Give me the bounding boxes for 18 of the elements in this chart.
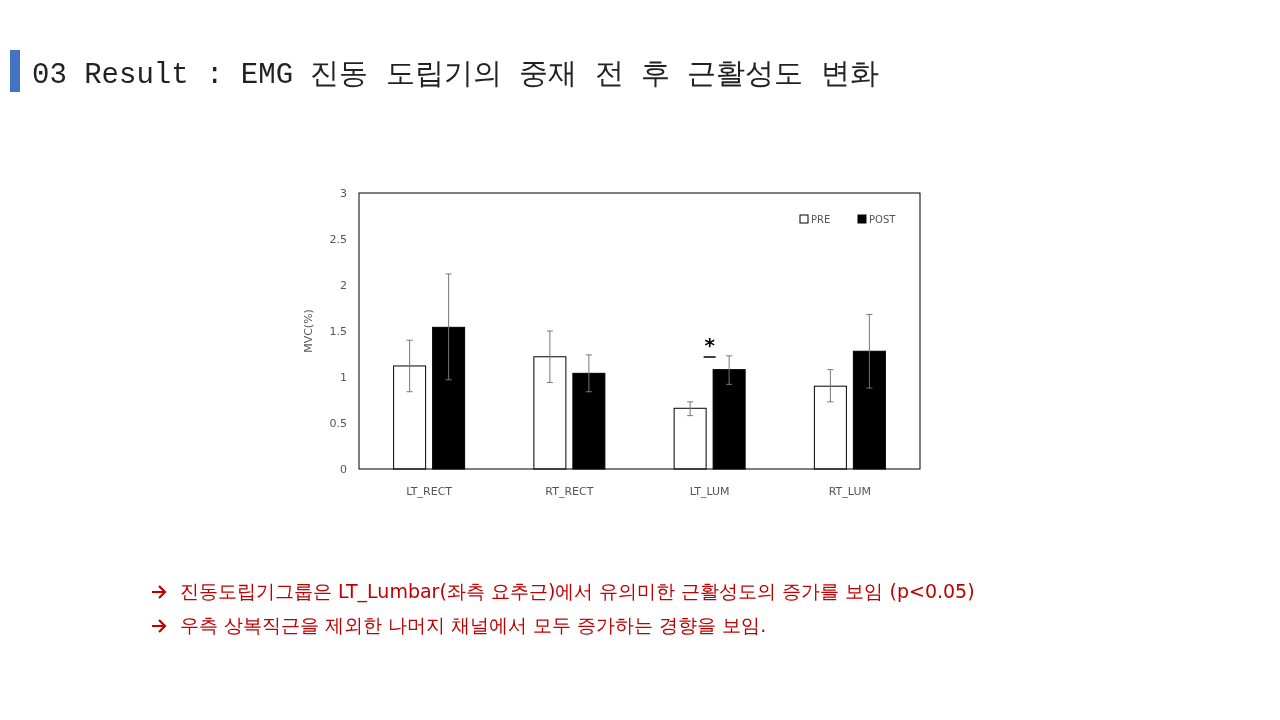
y-tick-label: 1	[340, 371, 347, 384]
x-tick-label: LT_LUM	[689, 485, 730, 498]
x-tick-label: LT_RECT	[406, 485, 453, 498]
x-tick-label: RT_LUM	[828, 485, 871, 498]
legend-label: POST	[869, 214, 897, 225]
y-tick-label: 2	[340, 279, 347, 292]
legend-label: PRE	[811, 214, 831, 225]
annotation: *	[704, 333, 716, 357]
title: 03 Result : EMG 진동 도립기의 중재 전 후 근활성도 변화	[32, 59, 879, 92]
y-axis-title: MVC(%)	[302, 309, 315, 353]
y-tick-label: 0.5	[329, 417, 347, 430]
y-tick-label: 2.5	[329, 233, 347, 246]
text: 진동도립기그룹은 LT_Lumbar(좌측 요추근)에서 유의미한 근활성도의 증가를 보임 (p<0.05)	[180, 580, 975, 603]
y-tick-label: 3	[340, 187, 347, 200]
x-tick-label: RT_RECT	[545, 485, 594, 498]
text: 우측 상복직근을 제외한 나머지 채널에서 모두 증가하는 경향을 보임.	[180, 614, 767, 636]
y-tick-label: 0	[340, 463, 347, 476]
y-tick-label: 1.5	[329, 325, 347, 338]
